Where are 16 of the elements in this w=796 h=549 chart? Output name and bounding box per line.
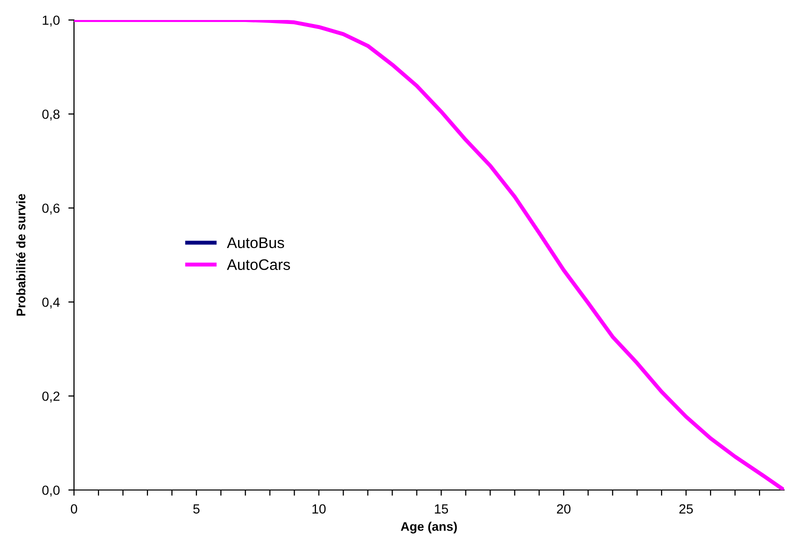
legend-label: AutoBus	[226, 238, 284, 248]
legend-label: AutoCars	[226, 259, 290, 270]
x-axis-title: Age (ans)	[400, 522, 457, 534]
y-tick-label: 0,4	[42, 298, 60, 308]
y-tick-label: 0,2	[42, 392, 60, 402]
x-tick-label: 5	[193, 504, 200, 514]
y-tick-label: 0,8	[42, 110, 60, 120]
x-tick-label: 15	[434, 504, 448, 514]
y-tick-label: 0,0	[42, 486, 60, 496]
y-axis-title: Probabilité de survie	[16, 194, 26, 316]
x-tick-label: 0	[70, 504, 78, 514]
x-tick-label: 25	[679, 504, 693, 514]
y-tick-label: 0,6	[42, 204, 60, 214]
x-tick-label: 10	[312, 504, 326, 514]
y-tick-label: 1,0	[42, 16, 60, 26]
x-tick-label: 20	[556, 504, 570, 514]
